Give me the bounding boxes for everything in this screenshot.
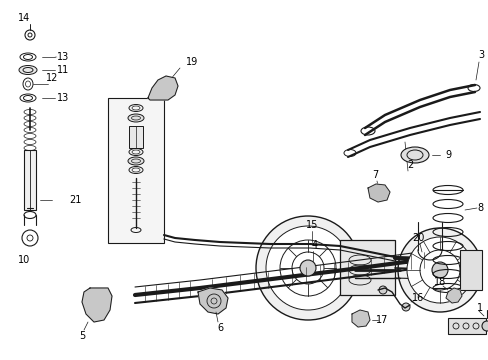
- Text: 13: 13: [57, 52, 69, 62]
- Text: 10: 10: [18, 255, 30, 265]
- Text: 17: 17: [375, 315, 387, 325]
- Polygon shape: [198, 288, 227, 314]
- Polygon shape: [351, 310, 369, 327]
- Circle shape: [265, 226, 349, 310]
- Text: 3: 3: [477, 50, 483, 60]
- Bar: [24, 150, 36, 210]
- Text: 4: 4: [311, 240, 317, 250]
- Circle shape: [481, 321, 488, 331]
- Circle shape: [406, 237, 472, 303]
- Bar: [339, 240, 394, 295]
- Bar: [129, 126, 142, 148]
- Circle shape: [159, 85, 169, 95]
- Text: 2: 2: [406, 160, 412, 170]
- Text: 5: 5: [79, 331, 85, 341]
- Circle shape: [299, 260, 315, 276]
- Bar: [447, 318, 485, 334]
- Text: 21: 21: [69, 195, 81, 205]
- Text: 18: 18: [433, 277, 445, 287]
- Text: 7: 7: [371, 170, 377, 180]
- Text: 16: 16: [411, 293, 423, 303]
- Text: 9: 9: [444, 150, 450, 160]
- Bar: [108, 98, 163, 243]
- Circle shape: [397, 228, 481, 312]
- Ellipse shape: [128, 157, 143, 165]
- Text: 8: 8: [476, 203, 482, 213]
- Ellipse shape: [19, 66, 37, 75]
- Circle shape: [378, 286, 386, 294]
- Text: 20: 20: [411, 233, 423, 243]
- Polygon shape: [445, 288, 461, 303]
- Text: 1: 1: [476, 303, 482, 313]
- Text: 15: 15: [305, 220, 318, 230]
- Circle shape: [401, 303, 409, 311]
- Bar: [459, 250, 481, 290]
- Text: 14: 14: [18, 13, 30, 23]
- Text: 11: 11: [57, 65, 69, 75]
- Text: 12: 12: [46, 73, 58, 83]
- Polygon shape: [367, 184, 389, 202]
- Text: 19: 19: [185, 57, 198, 67]
- Polygon shape: [82, 288, 112, 322]
- Polygon shape: [148, 76, 178, 100]
- Circle shape: [256, 216, 359, 320]
- Text: 13: 13: [57, 93, 69, 103]
- Ellipse shape: [128, 114, 143, 122]
- Circle shape: [431, 262, 447, 278]
- Ellipse shape: [400, 147, 428, 163]
- Text: 6: 6: [217, 323, 223, 333]
